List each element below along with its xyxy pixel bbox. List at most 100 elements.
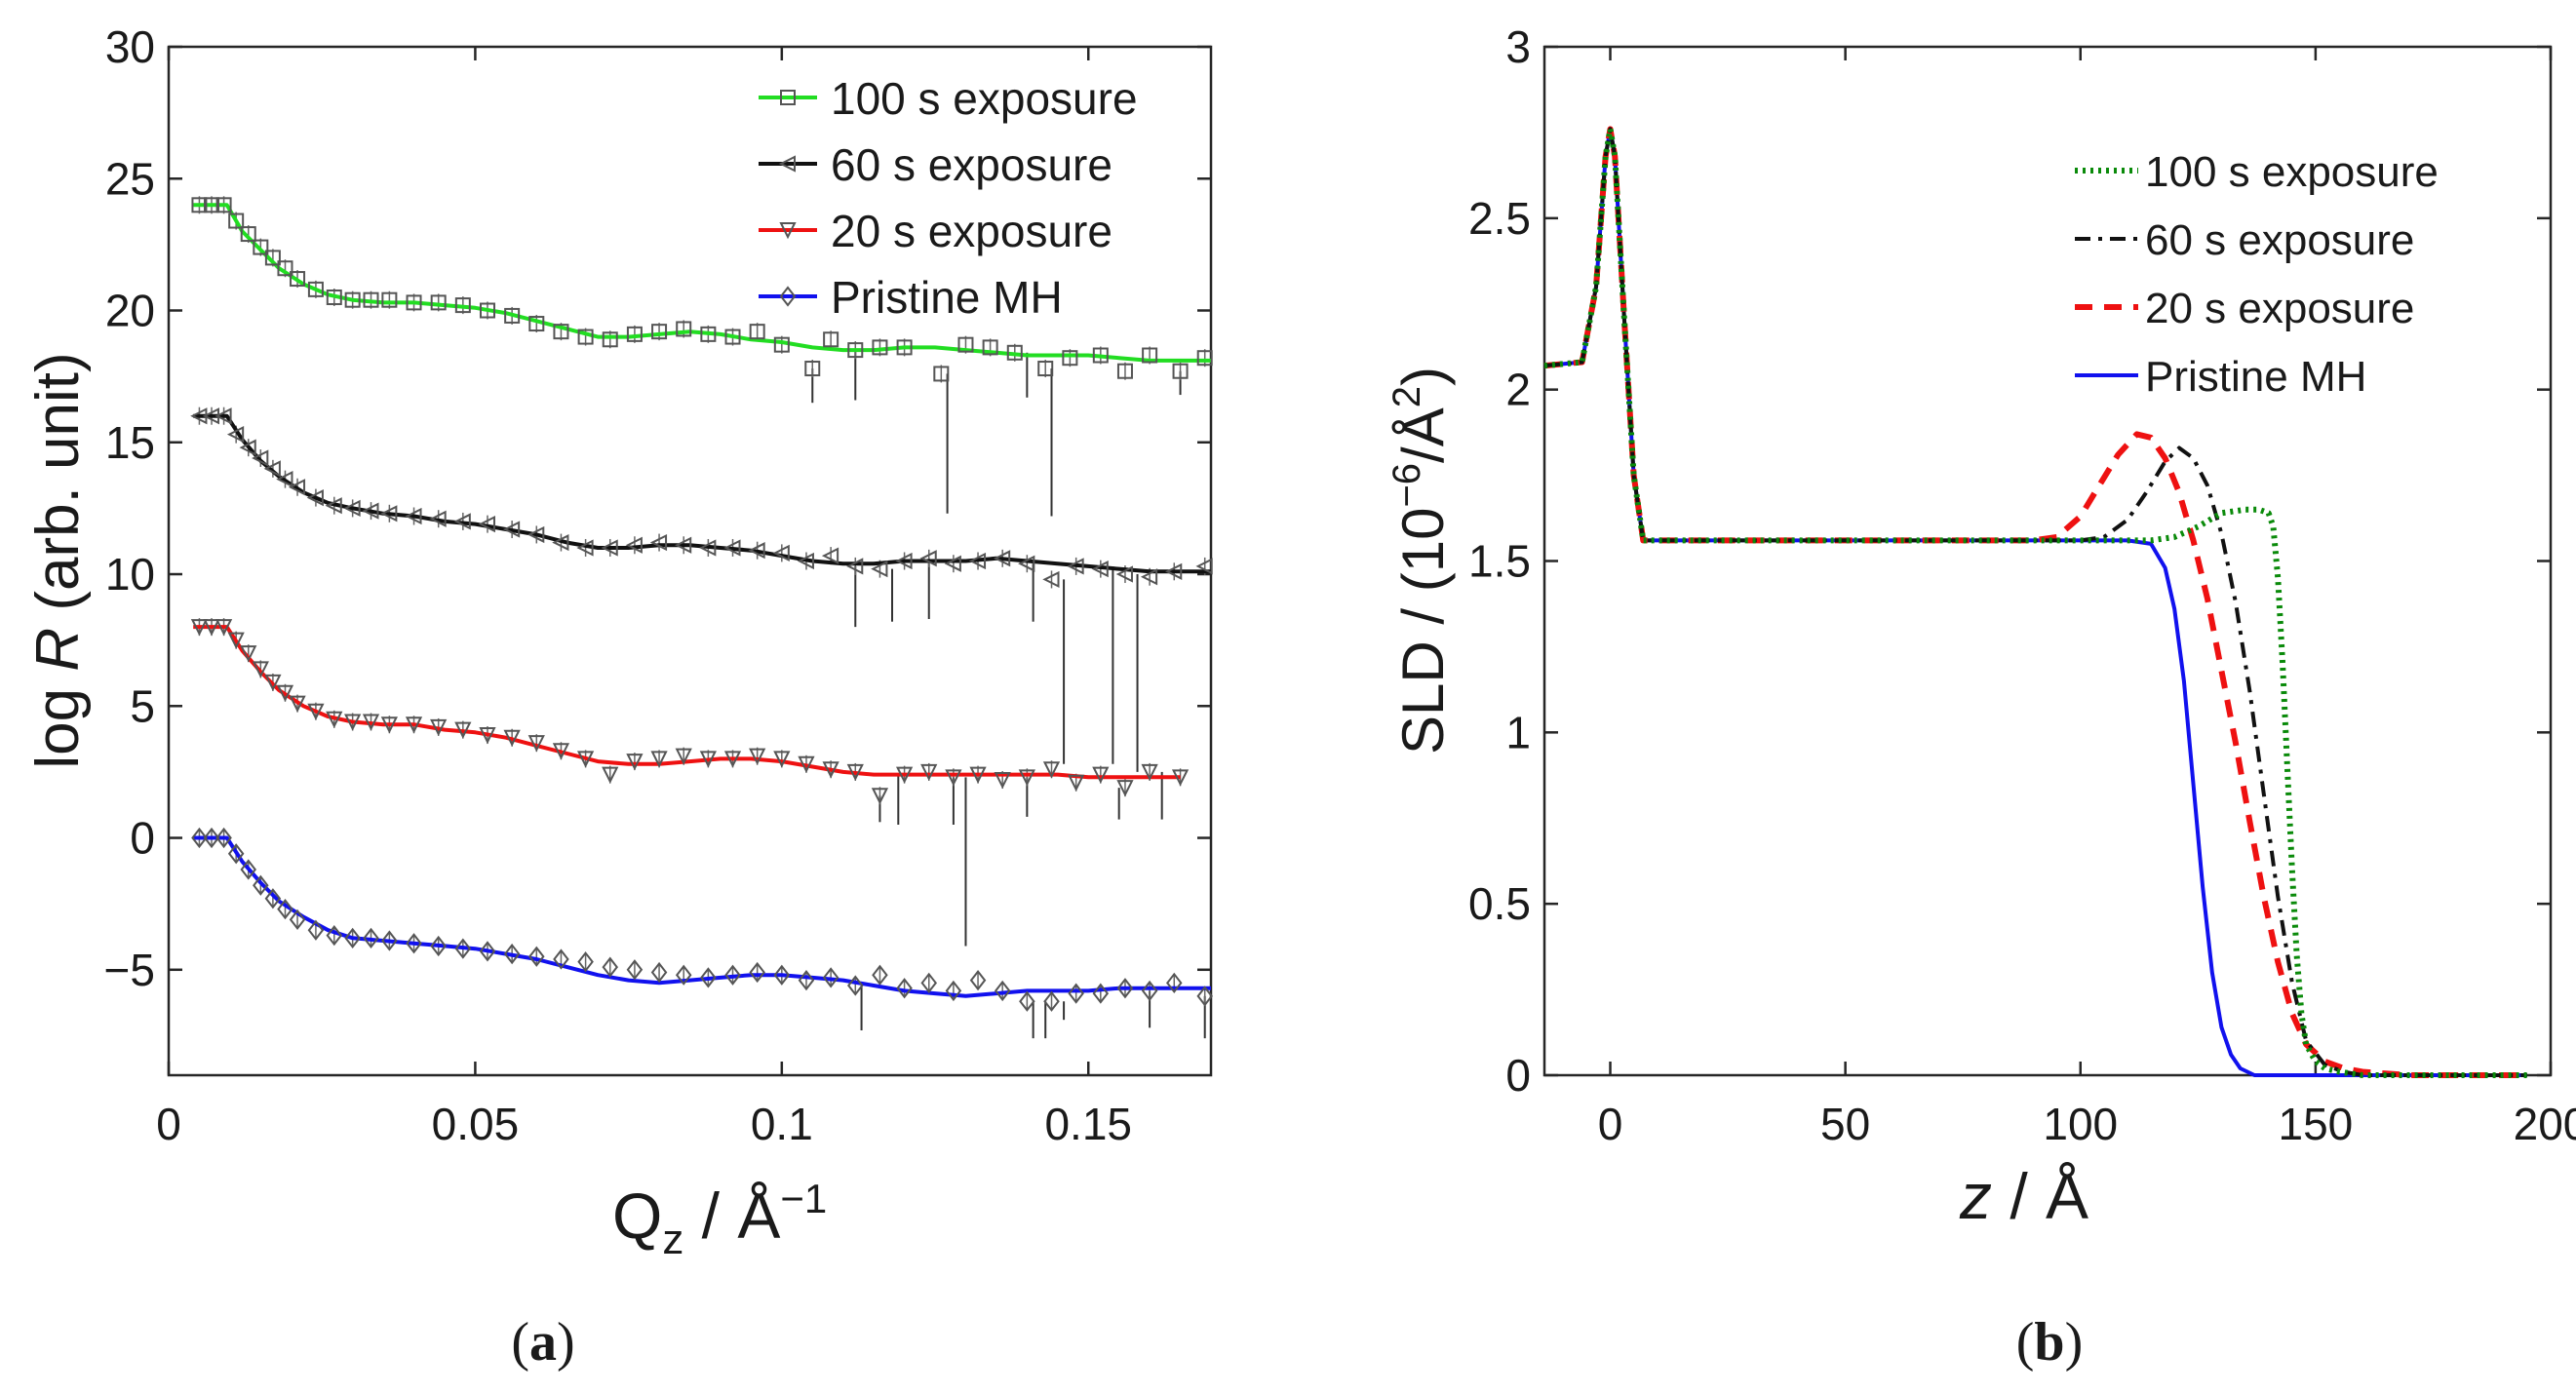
panel-b-ticks: 0 50 100 150 200 0 0.5 1 1.5 2 2.5 3 (1468, 21, 2576, 1149)
20-s-exposure-data-point (626, 754, 644, 771)
panel-b-y-axis-label: SLD / (10−6/Å2) (1386, 367, 1456, 755)
60-s-exposure-data-point (226, 426, 245, 444)
60-s-exposure-data-point (993, 550, 1011, 567)
pristine-mh-data-point (920, 972, 938, 993)
pristine-mh-data-point (994, 980, 1011, 1002)
pristine-mh-data-point (363, 927, 379, 948)
panel-a-x-tick-label: 0.15 (1044, 1099, 1132, 1149)
60-s-exposure-data-point (239, 439, 256, 456)
pristine-mh-data-point (430, 935, 447, 957)
60-s-exposure-data-point (552, 533, 569, 552)
100-s-exposure-data-point (676, 321, 692, 337)
100-s-exposure-data-point (215, 197, 232, 213)
pristine-mh-data-point (896, 978, 913, 999)
panel-b-x-tick-label: 200 (2514, 1099, 2576, 1149)
60-s-exposure-data-point (871, 560, 888, 578)
20-s-exposure-data-point (994, 772, 1011, 790)
100-s-exposure-data-point (240, 226, 256, 243)
100-s-exposure-data-point (602, 331, 618, 348)
60-s-exposure-data-point (674, 536, 692, 554)
legend-b-100-s-exposure-label: 100 s exposure (2145, 148, 2439, 196)
20-s-exposure-data-point (773, 751, 791, 768)
20-s-exposure-data-point (798, 755, 815, 774)
60-s-exposure-data-point (968, 552, 987, 570)
pristine-mh-data-point (602, 956, 619, 978)
legend-60-s-exposure-label: 60 s exposure (831, 139, 1112, 190)
panel-b-y-tick-label: 0.5 (1468, 878, 1531, 929)
60-s-exposure-data-point (601, 539, 618, 557)
60-s-exposure-data-point (919, 550, 937, 567)
20-s-exposure-data-point (846, 763, 864, 782)
100-s-exposure-data-point (277, 260, 293, 277)
20-s-exposure-data-point (503, 729, 521, 747)
pristine-mh-data-point (1068, 983, 1084, 1004)
20-s-exposure-data-point (276, 684, 294, 702)
panel-a-plot-area (167, 45, 1213, 1077)
panel-b-letter: b (2034, 1312, 2064, 1373)
20-s-exposure-data-point (215, 619, 233, 637)
100-s-exposure-data-point (479, 302, 495, 319)
20-s-exposure-data-point (326, 711, 343, 729)
pristine-mh-data-point (191, 827, 208, 849)
60-s-exposure-data-point (1140, 568, 1158, 586)
60-s-exposure-data-point (215, 407, 232, 425)
panel-b-x-tick-label: 50 (1820, 1099, 1870, 1149)
100-s-exposure-data-point (204, 197, 220, 213)
pristine-mh-data-point (289, 909, 306, 931)
pristine-mh-data-point (675, 964, 692, 986)
20-s-exposure-data-point (552, 743, 570, 760)
pristine-mh-data-point (1196, 986, 1213, 1007)
pristine-mh-data-point (253, 874, 269, 896)
legend-60-s-exposure-marker (778, 155, 796, 173)
60-s-exposure-data-point (405, 507, 422, 525)
20-s-exposure-data-point (650, 751, 668, 768)
panel-a-y-axis-label: log R (arb. unit) (24, 352, 92, 768)
pristine-mh-data-point (626, 959, 644, 981)
100-s-exposure-data-point (326, 289, 342, 305)
panel-b-y-tick-label: 0 (1505, 1050, 1531, 1101)
100-s-exposure-data-point (1006, 344, 1023, 361)
panel-b-profile-lines (1543, 126, 2527, 1078)
panel-a-y-tick-label: 20 (105, 286, 155, 336)
20-s-exposure-data-point (602, 766, 619, 784)
60-s-exposure-data-point (649, 533, 668, 552)
pristine-mh-data-point (822, 967, 839, 988)
100-s-exposure-data-point (228, 213, 245, 229)
100-s-exposure-data-point (1172, 363, 1189, 379)
100-s-exposure-fit-line (193, 203, 1211, 363)
60-s-exposure-data-point (895, 552, 913, 570)
100-s-exposure-data-point (344, 291, 361, 308)
panel-b-x-tick-label: 150 (2279, 1099, 2354, 1149)
20-s-exposure-data-point (227, 632, 245, 649)
pristine-mh-data-point (479, 941, 496, 962)
60-s-exposure-data-point (1091, 560, 1109, 578)
100-s-exposure-sld-line (1543, 126, 2527, 1078)
panel-b-plot-area (1542, 45, 2553, 1077)
panel-a-ticks: 0 0.05 0.1 0.15 −5 0 5 10 15 20 25 30 (104, 21, 1211, 1149)
legend-b-60-s-exposure-label: 60 s exposure (2145, 216, 2414, 264)
100-s-exposure-data-point (773, 336, 790, 353)
100-s-exposure-data-point (651, 324, 668, 340)
panel-a-label: (a) (511, 1312, 574, 1373)
20-s-exposure-data-point (723, 751, 742, 768)
panel-a-x-tick-label: 0.05 (432, 1099, 520, 1149)
20-s-exposure-data-point (822, 761, 839, 779)
panel-a-y-tick-label: 5 (130, 680, 155, 731)
legend-20-s-exposure-marker (779, 222, 797, 240)
100-s-exposure-data-point (307, 281, 324, 297)
pristine-mh-fit-line (193, 835, 1211, 998)
60-s-exposure-data-point (263, 460, 281, 478)
pristine-mh-data-point (406, 933, 422, 954)
60-s-exposure-data-point (380, 505, 398, 522)
panel-b-y-tick-label: 1.5 (1468, 536, 1531, 587)
100-s-exposure-data-point (724, 329, 741, 345)
20-s-exposure-data-point (871, 788, 889, 805)
legend-100-s-exposure-label: 100 s exposure (831, 73, 1138, 124)
60-s-exposure-data-point (576, 539, 594, 557)
20-s-exposure-data-point (252, 661, 269, 678)
60-s-exposure-data-point (625, 536, 643, 554)
pristine-mh-data-point (553, 948, 569, 970)
pristine-mh-data-point (277, 898, 293, 920)
60-s-exposure-data-point (429, 510, 447, 527)
20-s-exposure-data-point (945, 769, 962, 787)
